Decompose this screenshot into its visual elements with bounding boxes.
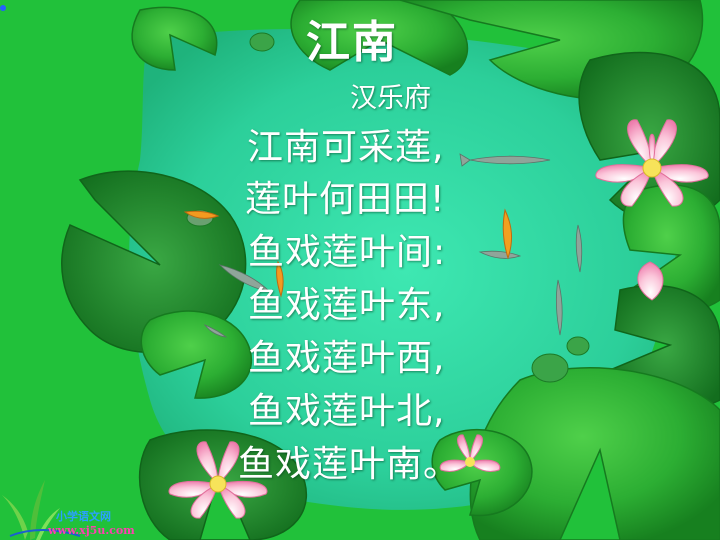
poem-line: 鱼戏莲叶东, <box>248 285 446 326</box>
lotus-flower-icon <box>168 441 268 519</box>
reed-logo-icon <box>2 480 81 540</box>
poem-line: 鱼戏莲叶北, <box>248 391 446 432</box>
fish-icon <box>183 208 513 298</box>
poem-line: 鱼戏莲叶西, <box>248 338 446 379</box>
poem-line: 江南可采莲, <box>247 127 445 168</box>
poem-author: 汉乐府 <box>350 83 431 114</box>
site-name: 小学语文网 <box>56 510 111 523</box>
fish-icon <box>203 153 583 338</box>
poem-line: 莲叶何田田! <box>245 179 446 220</box>
lily-pad-icon <box>290 0 469 76</box>
lily-pad-icon <box>131 6 218 71</box>
poem-line: 鱼戏莲叶间: <box>248 232 447 273</box>
lotus-flower-icon <box>439 434 501 472</box>
poem-line: 鱼戏莲叶南。 <box>238 444 461 485</box>
lotus-bud-icon <box>637 261 664 301</box>
poem-title: 江南 <box>306 17 398 68</box>
lotus-flower-icon <box>595 119 709 207</box>
lily-pad-icon <box>140 310 253 399</box>
lily-pad-icon <box>431 428 533 517</box>
site-url[interactable]: www.xj5u.com <box>48 524 135 537</box>
